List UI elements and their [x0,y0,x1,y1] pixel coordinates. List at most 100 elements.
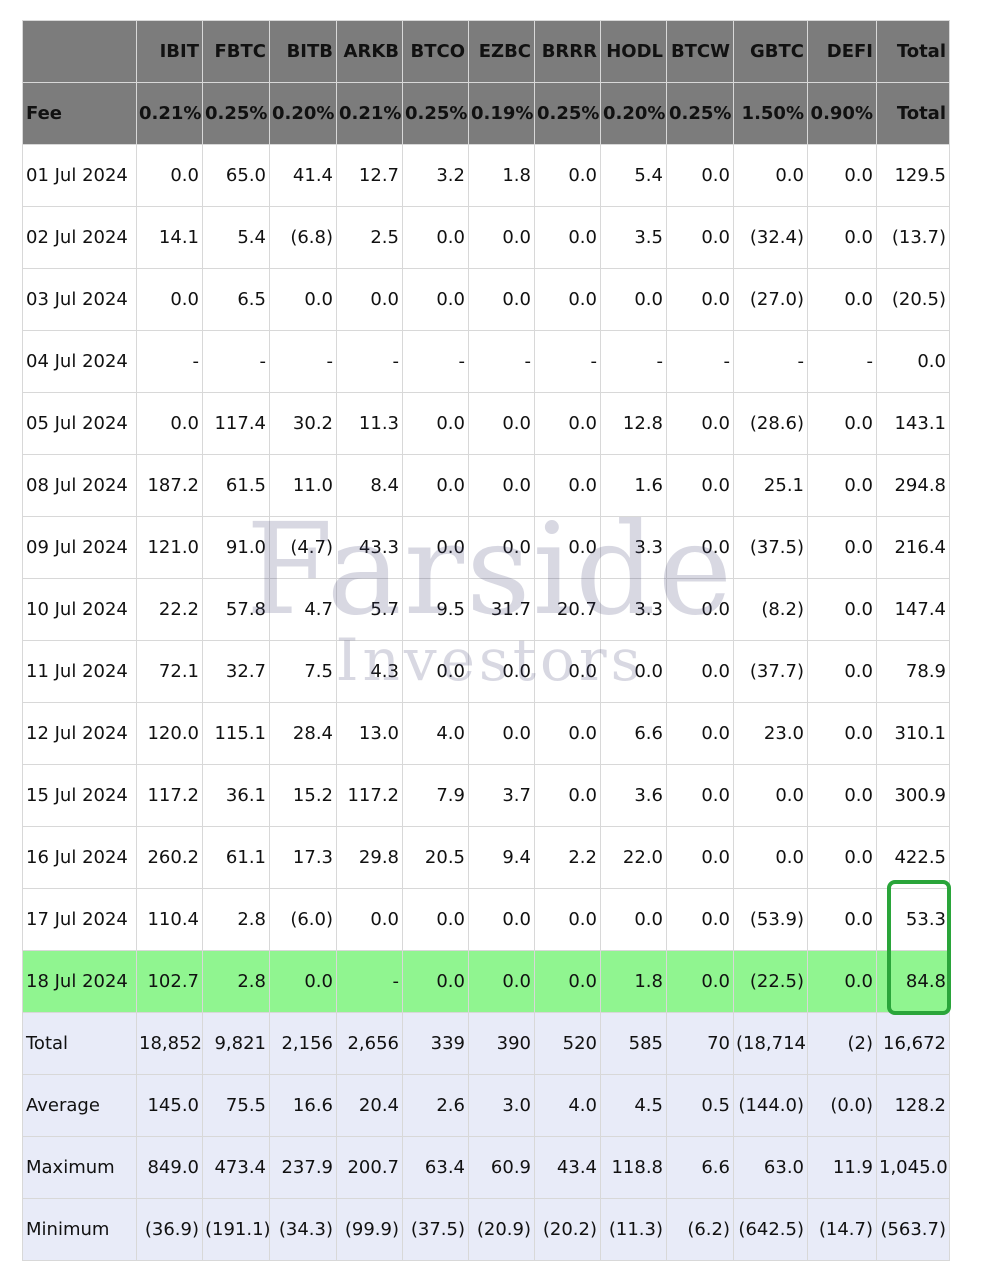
flow-cell-btco: 0.0 [402,640,469,703]
stats-cell-arkb: 20.4 [336,1074,403,1137]
flow-cell-ibit: 120.0 [136,702,203,765]
ticker-fbtc: FBTC [202,20,270,83]
flow-cell-btco: 9.5 [402,578,469,641]
flow-cell-hodl: - [600,330,667,393]
stats-label: Minimum [22,1198,137,1261]
stats-row-average: Average 145.0 75.5 16.6 20.4 2.6 3.0 4.0 4.5 0.5(… [22,1074,950,1137]
flow-cell-arkb: 2.5 [336,206,403,269]
flow-cell-btcw: 0.0 [666,702,734,765]
ticker-total: Total [876,20,950,83]
stats-cell-brrr: 4.0 [534,1074,601,1137]
flow-cell-ezbc: 0.0 [468,268,535,331]
flow-cell-btco: 0.0 [402,516,469,579]
flow-cell-fbtc: 115.1 [202,702,270,765]
date-cell: 05 Jul 2024 [22,392,137,455]
stats-cell-btco: (37.5) [402,1198,469,1261]
flow-cell-fbtc: 5.4 [202,206,270,269]
flow-cell-ibit: 72.1 [136,640,203,703]
flow-cell-defi: 0.0 [807,144,877,207]
flow-cell-brrr: 0.0 [534,516,601,579]
flow-cell-ibit: 187.2 [136,454,203,517]
flow-cell-btcw: 0.0 [666,392,734,455]
flow-cell-gbtc: - [733,330,808,393]
stats-cell-ezbc: (20.9) [468,1198,535,1261]
stats-cell-hodl: 585 [600,1012,667,1075]
stats-cell-fbtc: 75.5 [202,1074,270,1137]
ticker-hodl: HODL [600,20,667,83]
stats-label: Total [22,1012,137,1075]
flow-cell-defi: 0.0 [807,454,877,517]
flow-cell-gbtc: 0.0 [733,764,808,827]
flow-cell-fbtc: 57.8 [202,578,270,641]
flow-cell-brrr: 0.0 [534,454,601,517]
fee-cell: 0.20% [600,82,667,145]
date-cell: 04 Jul 2024 [22,330,137,393]
table-row: 15 Jul 2024 117.2 36.1 15.2 117.2 7.9 3.7 0.0 3.… [22,764,950,827]
flow-cell-btcw: 0.0 [666,454,734,517]
table-row: 10 Jul 2024 22.2 57.8 4.7 5.7 9.5 31.7 20.7 3.3 0… [22,578,950,641]
summary-stats-body: Total 18,852 9,821 2,156 2,656 339 390 520 585 70… [22,1012,950,1261]
flow-cell-bitb: 4.7 [269,578,337,641]
stats-label: Average [22,1074,137,1137]
flow-cell-ezbc: 0.0 [468,206,535,269]
flow-cell-fbtc: 117.4 [202,392,270,455]
date-cell: 02 Jul 2024 [22,206,137,269]
flow-cell-btcw: 0.0 [666,144,734,207]
flow-cell-ezbc: 0.0 [468,950,535,1013]
stats-cell-fbtc: (191.1) [202,1198,270,1261]
flow-cell-btco: 3.2 [402,144,469,207]
flow-cell-gbtc: (37.7) [733,640,808,703]
flow-cell-defi: - [807,330,877,393]
flow-cell-brrr: 0.0 [534,144,601,207]
flow-cell-ibit: 260.2 [136,826,203,889]
etf-flows-table-container: IBIT FBTC BITB ARKB BTCO EZBC BRRR HODL BTCW GBTC… [22,20,950,1261]
stats-label: Maximum [22,1136,137,1199]
flow-cell-gbtc: 23.0 [733,702,808,765]
flow-cell-arkb: 0.0 [336,268,403,331]
date-cell: 08 Jul 2024 [22,454,137,517]
stats-cell-brrr: 43.4 [534,1136,601,1199]
stats-cell-ibit: 18,852 [136,1012,203,1075]
flow-cell-ezbc: 0.0 [468,888,535,951]
ticker-gbtc: GBTC [733,20,808,83]
flow-cell-total: 129.5 [876,144,950,207]
flow-cell-hodl: 12.8 [600,392,667,455]
stats-row-maximum: Maximum 849.0 473.4 237.9 200.7 63.4 60.9 43.4 1… [22,1136,950,1199]
flow-cell-brrr: 20.7 [534,578,601,641]
flow-cell-brrr: 0.0 [534,206,601,269]
flow-cell-total: 78.9 [876,640,950,703]
flow-cell-hodl: 22.0 [600,826,667,889]
flow-cell-ibit: 22.2 [136,578,203,641]
stats-row-total: Total 18,852 9,821 2,156 2,656 339 390 520 585 70… [22,1012,950,1075]
stats-cell-defi: 11.9 [807,1136,877,1199]
flow-cell-btco: 0.0 [402,206,469,269]
flow-cell-btco: 0.0 [402,392,469,455]
stats-cell-total: 1,045.0 [876,1136,950,1199]
flow-cell-total: 53.3 [876,888,950,951]
flow-cell-btcw: 0.0 [666,764,734,827]
flow-cell-ibit: 14.1 [136,206,203,269]
table-row: 05 Jul 2024 0.0 117.4 30.2 11.3 0.0 0.0 0.0 12.8… [22,392,950,455]
flow-cell-defi: 0.0 [807,888,877,951]
ticker-ibit: IBIT [136,20,203,83]
stats-cell-hodl: (11.3) [600,1198,667,1261]
fee-cell: 0.25% [402,82,469,145]
ticker-btcw: BTCW [666,20,734,83]
flow-cell-hodl: 3.3 [600,516,667,579]
stats-cell-total: 128.2 [876,1074,950,1137]
table-row: 16 Jul 2024 260.2 61.1 17.3 29.8 20.5 9.4 2.2 22… [22,826,950,889]
flow-cell-gbtc: 25.1 [733,454,808,517]
flow-cell-ibit: - [136,330,203,393]
stats-cell-btcw: 0.5 [666,1074,734,1137]
flow-cell-gbtc: (37.5) [733,516,808,579]
flow-cell-fbtc: - [202,330,270,393]
flow-cell-defi: 0.0 [807,640,877,703]
stats-cell-defi: (0.0) [807,1074,877,1137]
flow-cell-bitb: 0.0 [269,950,337,1013]
flow-cell-gbtc: (28.6) [733,392,808,455]
flow-cell-arkb: 4.3 [336,640,403,703]
flow-cell-total: (20.5) [876,268,950,331]
flow-cell-arkb: 29.8 [336,826,403,889]
flow-cell-bitb: 41.4 [269,144,337,207]
flow-cell-defi: 0.0 [807,516,877,579]
